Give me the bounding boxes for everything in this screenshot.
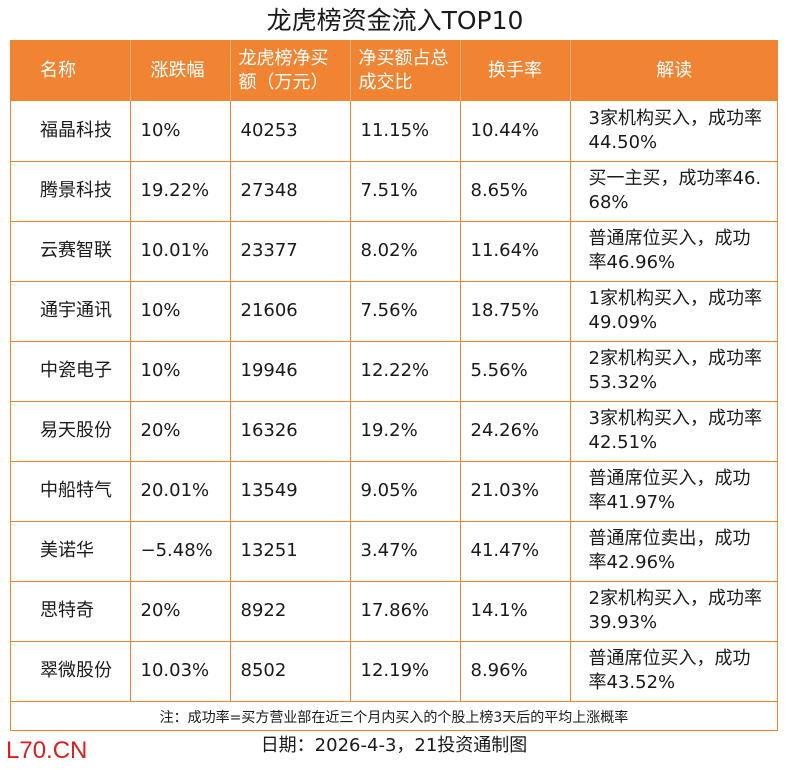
- date-line: 日期：2026-4-3，21投资通制图: [260, 735, 528, 756]
- net-buy-cell: 40253: [230, 101, 351, 162]
- change-cell: 10.01%: [130, 221, 231, 282]
- note-cell: 买一主买，成功率46.68%: [570, 161, 778, 222]
- change-cell: 20%: [130, 401, 231, 462]
- turnover-cell: 18.75%: [460, 281, 571, 342]
- header-change: 涨跌幅: [130, 40, 231, 101]
- net-buy-cell: 19946: [230, 341, 351, 402]
- stock-name-cell: 腾景科技: [10, 161, 131, 222]
- change-cell: 19.22%: [130, 161, 231, 222]
- page-title: 龙虎榜资金流入TOP10: [266, 6, 524, 35]
- note-cell: 普通席位买入，成功率46.96%: [570, 221, 778, 282]
- ratio-cell: 3.47%: [350, 521, 461, 582]
- ratio-cell: 19.2%: [350, 401, 461, 462]
- stock-name-cell: 美诺华: [10, 521, 131, 582]
- table-row: 腾景科技 19.22% 27348 7.51% 8.65% 买一主买，成功率46.68%: [10, 161, 778, 222]
- turnover-cell: 21.03%: [460, 461, 571, 522]
- stock-name-cell: 福晶科技: [10, 101, 131, 162]
- ratio-cell: 9.05%: [350, 461, 461, 522]
- table-row: 易天股份 20% 16326 19.2% 24.26% 3家机构买入，成功率42.51%: [10, 401, 778, 462]
- ratio-cell: 11.15%: [350, 101, 461, 162]
- ratio-cell: 17.86%: [350, 581, 461, 642]
- ratio-cell: 12.19%: [350, 641, 461, 702]
- net-buy-cell: 13251: [230, 521, 351, 582]
- table-row: 中船特气 20.01% 13549 9.05% 21.03% 普通席位买入，成功率41.9…: [10, 461, 778, 522]
- table-row: 云赛智联 10.01% 23377 8.02% 11.64% 普通席位买入，成功率46.9…: [10, 221, 778, 282]
- note-cell: 3家机构买入，成功率42.51%: [570, 401, 778, 462]
- stock-name-cell: 易天股份: [10, 401, 131, 462]
- change-cell: 10%: [130, 281, 231, 342]
- note-cell: 2家机构买入，成功率53.32%: [570, 341, 778, 402]
- turnover-cell: 24.26%: [460, 401, 571, 462]
- stock-name-cell: 中船特气: [10, 461, 131, 522]
- change-cell: 20.01%: [130, 461, 231, 522]
- table-row: 通宇通讯 10% 21606 7.56% 18.75% 1家机构买入，成功率49.09%: [10, 281, 778, 342]
- ratio-cell: 7.51%: [350, 161, 461, 222]
- net-buy-cell: 16326: [230, 401, 351, 462]
- net-buy-cell: 8922: [230, 581, 351, 642]
- ratio-cell: 12.22%: [350, 341, 461, 402]
- turnover-cell: 41.47%: [460, 521, 571, 582]
- note-cell: 普通席位卖出，成功率42.96%: [570, 521, 778, 582]
- table-row: 思特奇 20% 8922 17.86% 14.1% 2家机构买入，成功率39.93%: [10, 581, 778, 642]
- note-cell: 普通席位买入，成功率43.52%: [570, 641, 778, 702]
- change-cell: 10%: [130, 101, 231, 162]
- watermark-logo: L70.CN: [6, 737, 88, 764]
- net-buy-cell: 21606: [230, 281, 351, 342]
- stock-name-cell: 思特奇: [10, 581, 131, 642]
- change-cell: −5.48%: [130, 521, 231, 582]
- ratio-cell: 8.02%: [350, 221, 461, 282]
- header-ratio: 净买额占总成交比: [350, 40, 461, 101]
- table-row: 中瓷电子 10% 19946 12.22% 5.56% 2家机构买入，成功率53.32%: [10, 341, 778, 402]
- table-row: 福晶科技 10% 40253 11.15% 10.44% 3家机构买入，成功率44.50%: [10, 101, 778, 162]
- header-net-buy: 龙虎榜净买额（万元）: [230, 40, 351, 101]
- stock-name-cell: 通宇通讯: [10, 281, 131, 342]
- turnover-cell: 14.1%: [460, 581, 571, 642]
- stock-name-cell: 云赛智联: [10, 221, 131, 282]
- header-turnover: 换手率: [460, 40, 571, 101]
- note-cell: 2家机构买入，成功率39.93%: [570, 581, 778, 642]
- stock-name-cell: 翠微股份: [10, 641, 131, 702]
- net-buy-cell: 27348: [230, 161, 351, 222]
- change-cell: 10%: [130, 341, 231, 402]
- header-name: 名称: [10, 40, 131, 101]
- net-buy-cell: 13549: [230, 461, 351, 522]
- turnover-cell: 11.64%: [460, 221, 571, 282]
- table-row: 翠微股份 10.03% 8502 12.19% 8.96% 普通席位买入，成功率43.52…: [10, 641, 778, 702]
- stock-name-cell: 中瓷电子: [10, 341, 131, 402]
- table-header-row: 名称 涨跌幅 龙虎榜净买额（万元） 净买额占总成交比 换手率 解读: [10, 40, 778, 101]
- turnover-cell: 8.96%: [460, 641, 571, 702]
- header-note: 解读: [570, 40, 778, 101]
- note-cell: 1家机构买入，成功率49.09%: [570, 281, 778, 342]
- turnover-cell: 5.56%: [460, 341, 571, 402]
- table-row: 美诺华 −5.48% 13251 3.47% 41.47% 普通席位卖出，成功率42.96…: [10, 521, 778, 582]
- money-flow-table: 名称 涨跌幅 龙虎榜净买额（万元） 净买额占总成交比 换手率 解读 福晶科技 10…: [10, 40, 778, 702]
- footnote: 注：成功率=买方营业部在近三个月内买入的个股上榜3天后的平均上涨概率: [159, 710, 629, 726]
- turnover-cell: 10.44%: [460, 101, 571, 162]
- note-cell: 3家机构买入，成功率44.50%: [570, 101, 778, 162]
- change-cell: 10.03%: [130, 641, 231, 702]
- change-cell: 20%: [130, 581, 231, 642]
- turnover-cell: 8.65%: [460, 161, 571, 222]
- net-buy-cell: 8502: [230, 641, 351, 702]
- ratio-cell: 7.56%: [350, 281, 461, 342]
- note-cell: 普通席位买入，成功率41.97%: [570, 461, 778, 522]
- net-buy-cell: 23377: [230, 221, 351, 282]
